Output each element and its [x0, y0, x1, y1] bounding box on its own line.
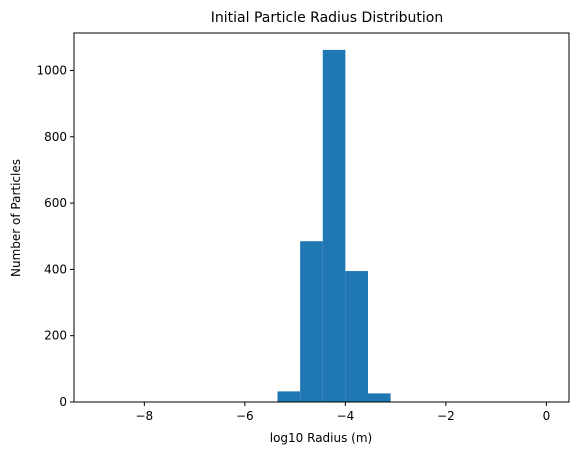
histogram-bar-12 [367, 393, 391, 402]
histogram-bar-9 [300, 241, 323, 402]
x-tick-label: −8 [136, 409, 154, 423]
y-tick-label: 800 [44, 130, 67, 144]
y-tick-label: 0 [59, 395, 67, 409]
y-tick-label: 1000 [36, 63, 67, 77]
x-axis-ticks: −8 −6 −4 −2 0 [136, 402, 551, 423]
histogram-bars [277, 49, 391, 402]
x-axis-label: log10 Radius (m) [270, 431, 372, 445]
y-axis-ticks: 0 200 400 600 800 1000 [36, 63, 74, 409]
chart-title: Initial Particle Radius Distribution [211, 10, 443, 26]
x-tick-label: −4 [337, 409, 355, 423]
x-tick-label: 0 [543, 409, 551, 423]
x-tick-label: −2 [437, 409, 455, 423]
histogram-bar-10 [322, 49, 346, 402]
y-tick-label: 600 [44, 196, 67, 210]
plot-frame [73, 32, 570, 403]
histogram-bar-11 [345, 271, 368, 402]
x-tick-label: −6 [236, 409, 254, 423]
histogram-bar-8 [277, 391, 301, 402]
y-axis-label: Number of Particles [9, 159, 23, 277]
y-tick-label: 200 [44, 329, 67, 343]
y-tick-label: 400 [44, 262, 67, 276]
